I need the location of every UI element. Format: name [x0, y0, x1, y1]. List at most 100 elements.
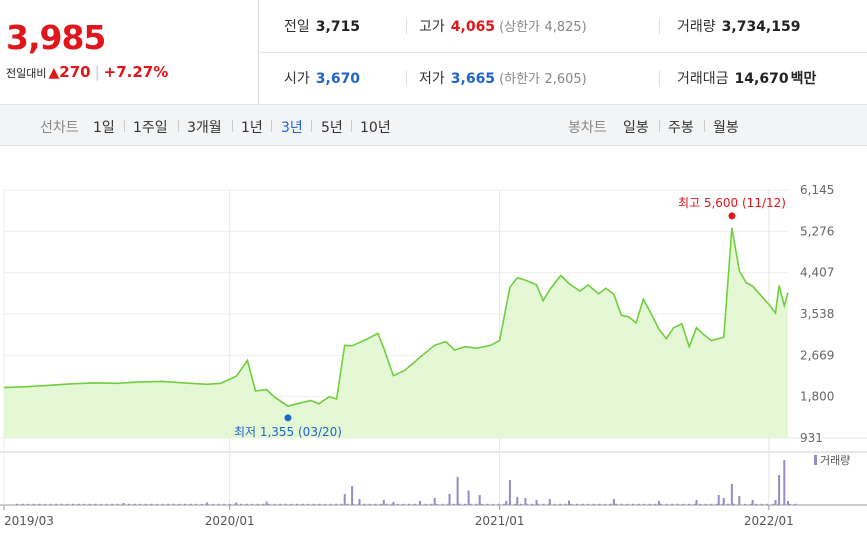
tab-3year[interactable]: 3년 — [281, 120, 303, 136]
volume-bar — [637, 503, 640, 505]
tab-3month[interactable]: 3개월 — [187, 120, 222, 136]
volume-legend-label: 거래량 — [820, 454, 850, 467]
divider — [659, 120, 660, 132]
volume-bar — [105, 503, 108, 505]
volume-bar — [469, 503, 472, 505]
volume-bar — [505, 501, 508, 505]
tab-monthly-candle[interactable]: 월봉 — [713, 120, 739, 136]
volume-bar — [32, 503, 35, 505]
volume-bar — [301, 503, 304, 505]
tab-daily-candle[interactable]: 일봉 — [623, 120, 649, 136]
line-chart-label: 선차트 — [40, 120, 79, 136]
volume-bar — [352, 503, 354, 505]
volume-bar — [749, 503, 752, 505]
volume-bar — [441, 503, 444, 505]
change-label: 전일대비 — [6, 67, 47, 80]
lower-limit-label: (하한가 — [499, 72, 541, 87]
low-price: 저가 3,665 (하한가 2,605) — [419, 68, 587, 88]
volume-bar — [419, 503, 422, 505]
price-box: 3,985 전일대비 ▲270 | +7.27% — [0, 0, 259, 105]
volume-bar — [492, 503, 494, 505]
x-tick-label: 2020/01 — [205, 514, 255, 528]
volume-bar — [456, 477, 459, 505]
tab-1year[interactable]: 1년 — [241, 120, 263, 136]
volume-bar — [324, 503, 326, 505]
volume-bar — [128, 503, 130, 505]
volume-bar — [205, 502, 208, 505]
stats-row-2: 시가 3,670 저가 3,665 (하한가 2,605) 거래대금 14,670 백만 — [259, 52, 867, 104]
volume-bar — [486, 503, 489, 505]
volume-bar — [553, 503, 556, 505]
volume-bar — [392, 502, 395, 505]
high-label: 고가 — [419, 19, 445, 35]
low-label: 저가 — [419, 71, 445, 87]
volume-bar — [251, 503, 254, 505]
volume-bar — [744, 503, 746, 505]
volume-bar — [794, 503, 797, 505]
volume-bar — [150, 503, 153, 505]
volume-bar — [16, 503, 18, 505]
y-tick-label: 4,407 — [800, 266, 834, 280]
chart-tabs: 선차트 1일 1주일 3개월 1년 3년 5년 10년 봉차트 일봉 주봉 월봉 — [0, 105, 867, 146]
volume-bar — [195, 503, 198, 505]
volume-bar — [351, 486, 354, 505]
volume-bar — [783, 460, 786, 505]
max-marker — [728, 212, 736, 220]
volume-bar — [710, 503, 713, 505]
prev-close: 전일 3,715 — [284, 16, 360, 36]
volume-bar — [77, 503, 80, 505]
volume-bar — [60, 503, 63, 505]
y-tick-label: 931 — [800, 431, 823, 445]
volume-bar — [657, 501, 660, 505]
volume-bar — [402, 503, 405, 505]
volume-bar — [116, 503, 119, 505]
divider — [351, 120, 352, 132]
volume-bar — [732, 503, 735, 505]
volume-bar — [676, 503, 679, 505]
tab-weekly-candle[interactable]: 주봉 — [668, 120, 694, 136]
tab-1day[interactable]: 1일 — [93, 120, 115, 136]
volume-bar — [391, 503, 394, 505]
volume-bar — [161, 503, 164, 505]
min-marker — [284, 414, 292, 422]
volume-bar — [100, 503, 102, 505]
volume-bar — [721, 503, 724, 505]
price-chart: 6,145 5,276 4,407 3,538 2,669 1,800 931 최고 5,6… — [0, 183, 867, 528]
trade-value-label: 거래대금 — [677, 71, 729, 87]
volume-bar — [447, 503, 450, 505]
volume-bar — [206, 503, 209, 505]
volume-bar — [727, 503, 730, 505]
volume-value: 3,734,159 — [721, 19, 801, 35]
volume-bar — [340, 503, 343, 505]
volume-bar — [520, 503, 522, 505]
volume-bar — [111, 503, 114, 505]
price-area — [4, 227, 788, 438]
volume-bar — [475, 503, 478, 505]
volume-bar — [413, 503, 416, 505]
y-tick-label: 2,669 — [800, 348, 834, 362]
volume-label: 거래량 — [677, 19, 716, 35]
volume-bar — [730, 484, 733, 505]
y-tick-label: 1,800 — [800, 390, 834, 404]
volume-bar — [167, 503, 170, 505]
high-value: 4,065 — [450, 19, 496, 35]
volume-bar — [660, 503, 662, 505]
volume-bar — [738, 503, 741, 505]
volume-bar — [430, 503, 433, 505]
tab-10year[interactable]: 10년 — [360, 120, 391, 136]
volume-bar — [774, 500, 777, 505]
volume-bar — [643, 503, 646, 505]
volume-bar — [122, 503, 125, 505]
volume-bar — [665, 503, 668, 505]
volume-bar — [531, 503, 534, 505]
volume-bar — [751, 500, 754, 505]
tab-5year[interactable]: 5년 — [321, 120, 343, 136]
volume-bar — [480, 503, 483, 505]
upper-limit-label: (상한가 — [499, 20, 541, 35]
volume-bar — [228, 503, 231, 505]
prev-close-label: 전일 — [284, 19, 310, 35]
volume-bar — [265, 501, 268, 505]
tab-1week[interactable]: 1주일 — [133, 120, 168, 136]
volume-bar — [358, 499, 361, 505]
volume-bar — [559, 503, 562, 505]
